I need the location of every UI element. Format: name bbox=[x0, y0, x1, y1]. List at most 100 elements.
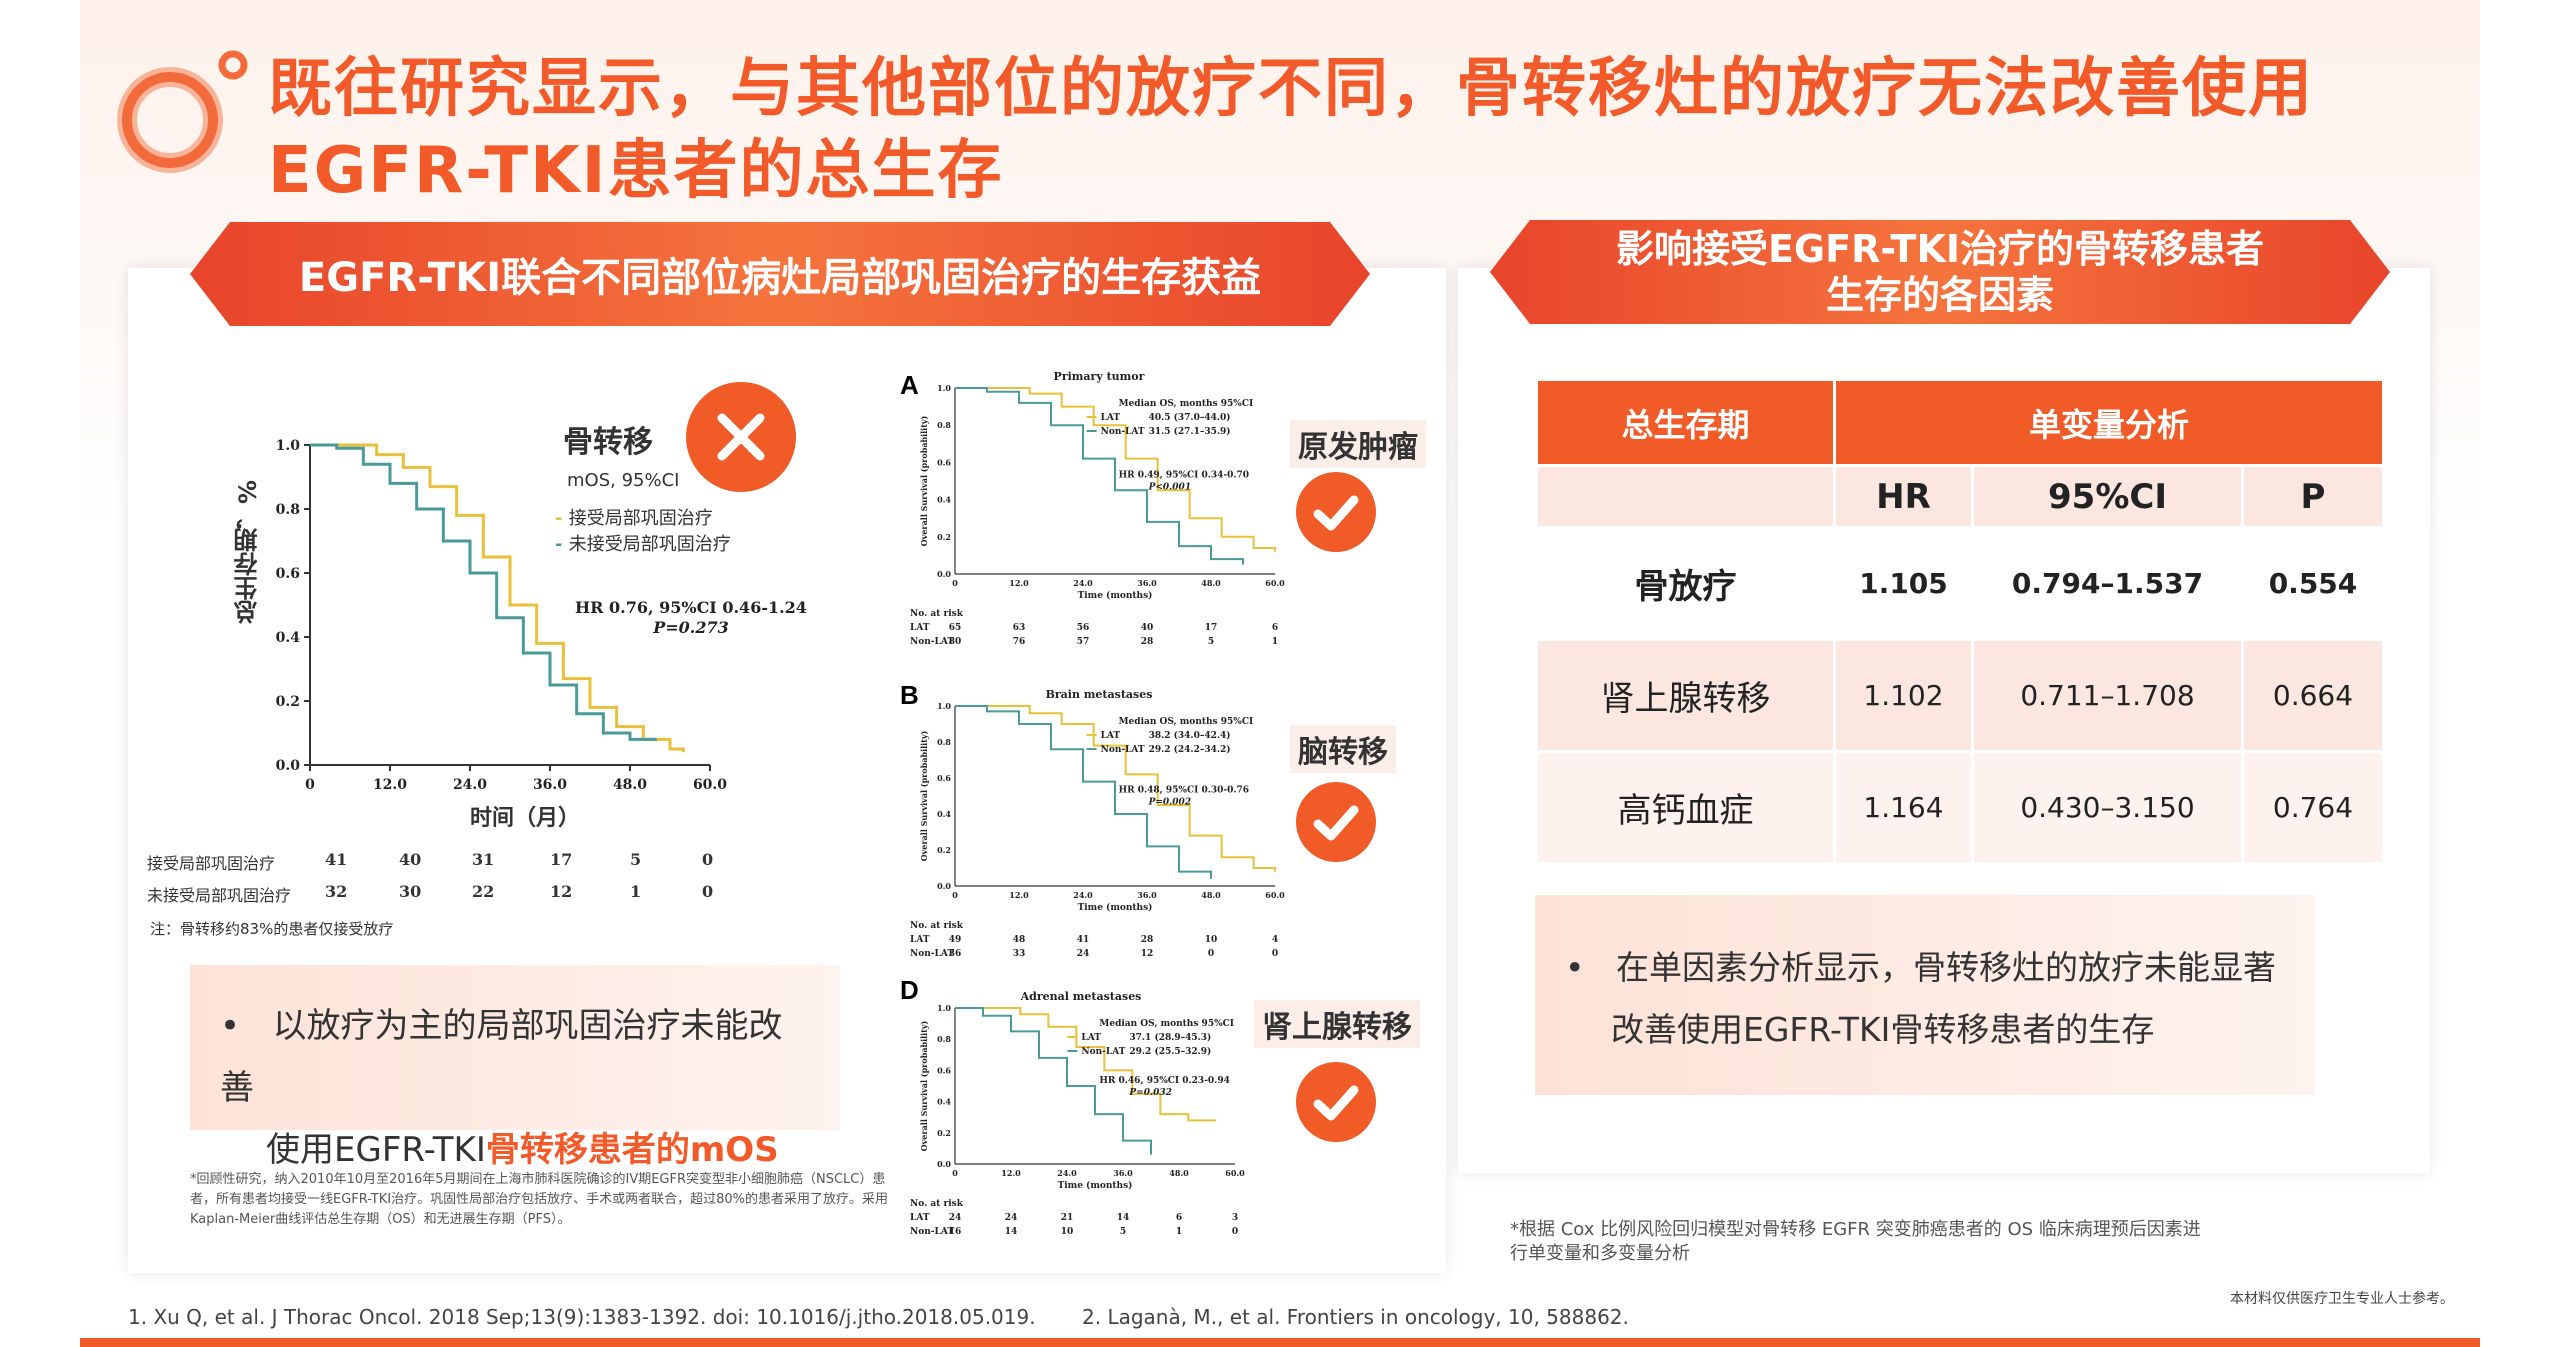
hr-line1: HR 0.48, 95%CI 0.30-0.76 bbox=[1119, 785, 1249, 795]
table-header: 总生存期 单变量分析 bbox=[1535, 378, 2385, 467]
series-line-nonlat bbox=[955, 705, 1212, 879]
x-tick-label: 48.0 bbox=[1201, 890, 1221, 900]
risk-nonlat-label: Non-LAT bbox=[910, 1227, 954, 1237]
x-tick-label: 36.0 bbox=[1137, 890, 1157, 900]
x-tick-label: 60.0 bbox=[693, 777, 727, 793]
left-footnote: *回顾性研究，纳入2010年10月至2016年5月期间在上海市肺科医院确诊的IV… bbox=[190, 1172, 888, 1227]
y-tick-label: 1.0 bbox=[937, 701, 951, 711]
row-hr: 1.102 bbox=[1833, 638, 1974, 753]
risk-nonlat-label: 未接受局部巩固治疗 bbox=[147, 886, 292, 905]
risk-nonlat-value: 33 bbox=[1013, 949, 1026, 959]
series-line-lat bbox=[955, 387, 1276, 552]
hr-line2: P=0.032 bbox=[1128, 1088, 1172, 1098]
legend-lat-value: 40.5 (37.0–44.0) bbox=[1149, 412, 1231, 423]
legend-lat-label: LAT bbox=[1081, 1033, 1101, 1043]
legend-nonlat-text: 未接受局部巩固治疗 bbox=[568, 534, 731, 555]
right-banner-line2: 生存的各因素 bbox=[1825, 273, 2054, 317]
mini-y-label: Overall Survival (probability) bbox=[919, 1020, 929, 1151]
right-note: *根据 Cox 比例风险回归模型对骨转移 EGFR 突变肺癌患者的 OS 临床病… bbox=[1510, 1219, 2201, 1264]
bone-metastasis-label: 骨转移 bbox=[563, 425, 653, 460]
risk-nonlat-value: 28 bbox=[1141, 637, 1154, 647]
right-banner-line1: 影响接受EGFR-TKI治疗的骨转移患者 bbox=[1615, 227, 2265, 271]
km-y-axis-label: 总生存期，% bbox=[234, 480, 262, 625]
y-tick-label: 0.8 bbox=[937, 1034, 951, 1044]
y-tick-label: 0.4 bbox=[276, 630, 301, 646]
risk-lat-value: 3 bbox=[1232, 1213, 1238, 1223]
risk-lat-value: 49 bbox=[949, 935, 962, 945]
panel-letter: B bbox=[900, 680, 919, 710]
y-tick-label: 0.0 bbox=[276, 758, 301, 774]
risk-nonlat-value: 24 bbox=[1077, 949, 1090, 959]
risk-lat-1: 40 bbox=[399, 850, 422, 869]
risk-lat-value: 63 bbox=[1013, 623, 1026, 633]
x-tick-label: 36.0 bbox=[533, 777, 567, 793]
mini-title: Primary tumor bbox=[1054, 370, 1145, 383]
site-label: 肾上腺转移 bbox=[1254, 1000, 1420, 1048]
y-tick-label: 1.0 bbox=[937, 383, 951, 393]
no-at-risk-label: No. at risk bbox=[910, 921, 964, 931]
y-tick-label: 0.2 bbox=[937, 845, 951, 855]
row-p: 0.664 bbox=[2241, 638, 2385, 753]
legend-lat-value: 38.2 (34.0–42.4) bbox=[1149, 730, 1231, 741]
y-tick-label: 0.8 bbox=[937, 737, 951, 747]
legend-nonlat-label: Non-LAT bbox=[1101, 427, 1145, 437]
row-ci: 0.711–1.708 bbox=[1971, 638, 2244, 753]
series-line-lat bbox=[955, 705, 1276, 872]
series-line-nonlat bbox=[310, 443, 657, 741]
risk-nonlat-value: 0 bbox=[1208, 949, 1214, 959]
risk-lat-value: 65 bbox=[949, 623, 962, 633]
risk-lat-value: 17 bbox=[1205, 623, 1218, 633]
left-bullet-line1: 以放疗为主的局部巩固治疗未能改善 bbox=[220, 1006, 783, 1108]
hr-line1: HR 0.46, 95%CI 0.23-0.94 bbox=[1099, 1076, 1229, 1086]
legend-lat-label: LAT bbox=[1101, 413, 1121, 423]
risk-nonlat-value: 5 bbox=[1208, 637, 1214, 647]
risk-nonlat-4: 1 bbox=[630, 882, 642, 901]
y-tick-label: 0.8 bbox=[937, 420, 951, 430]
mini-title: Adrenal metastases bbox=[1020, 990, 1142, 1003]
th-univariate: 单变量分析 bbox=[1833, 378, 2385, 467]
mini-x-label: Time (months) bbox=[1078, 590, 1153, 601]
x-tick-label: 12.0 bbox=[1009, 578, 1029, 588]
x-tick-label: 36.0 bbox=[1137, 578, 1157, 588]
y-tick-label: 0.2 bbox=[276, 694, 300, 710]
right-bullet-box: • 在单因素分析显示，骨转移灶的放疗未能显著 改善使用EGFR-TKI骨转移患者… bbox=[1535, 895, 2315, 1095]
th-os: 总生存期 bbox=[1535, 378, 1836, 467]
y-tick-label: 1.0 bbox=[276, 438, 301, 454]
series-line-nonlat bbox=[955, 1007, 1152, 1155]
risk-lat-value: 48 bbox=[1013, 935, 1026, 945]
risk-nonlat-value: 76 bbox=[1013, 637, 1026, 647]
y-tick-label: 0.0 bbox=[937, 569, 951, 579]
x-tick-label: 24.0 bbox=[1073, 890, 1093, 900]
y-tick-label: 0.4 bbox=[937, 809, 951, 819]
sub-hr: HR bbox=[1833, 464, 1974, 529]
risk-nonlat-value: 16 bbox=[949, 1227, 962, 1237]
risk-lat-value: 41 bbox=[1077, 935, 1090, 945]
right-bullet-text: • 在单因素分析显示，骨转移灶的放疗未能显著 改善使用EGFR-TKI骨转移患者… bbox=[1565, 937, 2285, 1061]
right-bullet-line2: 改善使用EGFR-TKI骨转移患者的生存 bbox=[1611, 1010, 2155, 1049]
check-mark-icon bbox=[1296, 782, 1376, 862]
legend-nonlat-value: 29.2 (24.2–34.2) bbox=[1149, 744, 1231, 755]
risk-nonlat-5: 0 bbox=[702, 882, 714, 901]
risk-lat-2: 31 bbox=[472, 850, 495, 869]
sub-p: P bbox=[2241, 464, 2385, 529]
series-line-lat bbox=[310, 443, 685, 753]
risk-row-nonlat: 未接受局部巩固治疗 32 30 22 12 1 0 bbox=[147, 882, 747, 906]
panel-letter: A bbox=[900, 370, 919, 400]
x-tick-label: 12.0 bbox=[1001, 1168, 1021, 1178]
site-label: 原发肿瘤 bbox=[1290, 420, 1426, 468]
y-tick-label: 0.6 bbox=[937, 773, 951, 783]
table-subheader: HR 95%CI P bbox=[1535, 464, 2385, 529]
y-tick-label: 1.0 bbox=[937, 1003, 951, 1013]
left-note: 注：骨转移约83%的患者仅接受放疗 bbox=[150, 920, 394, 938]
x-tick-label: 0 bbox=[952, 578, 958, 588]
risk-lat-0: 41 bbox=[325, 850, 348, 869]
risk-nonlat-3: 12 bbox=[550, 882, 573, 901]
mini-x-label: Time (months) bbox=[1078, 902, 1153, 913]
site-label: 脑转移 bbox=[1290, 725, 1396, 773]
row-p: 0.764 bbox=[2241, 750, 2385, 865]
legend-nonlat-value: 29.2 (25.5–32.9) bbox=[1129, 1046, 1211, 1057]
bottom-bar bbox=[80, 1338, 2480, 1347]
left-banner: EGFR-TKI联合不同部位病灶局部巩固治疗的生存获益 bbox=[190, 222, 1370, 326]
hr-line2: P=0.002 bbox=[1148, 797, 1192, 807]
risk-lat-label: LAT bbox=[910, 623, 930, 633]
